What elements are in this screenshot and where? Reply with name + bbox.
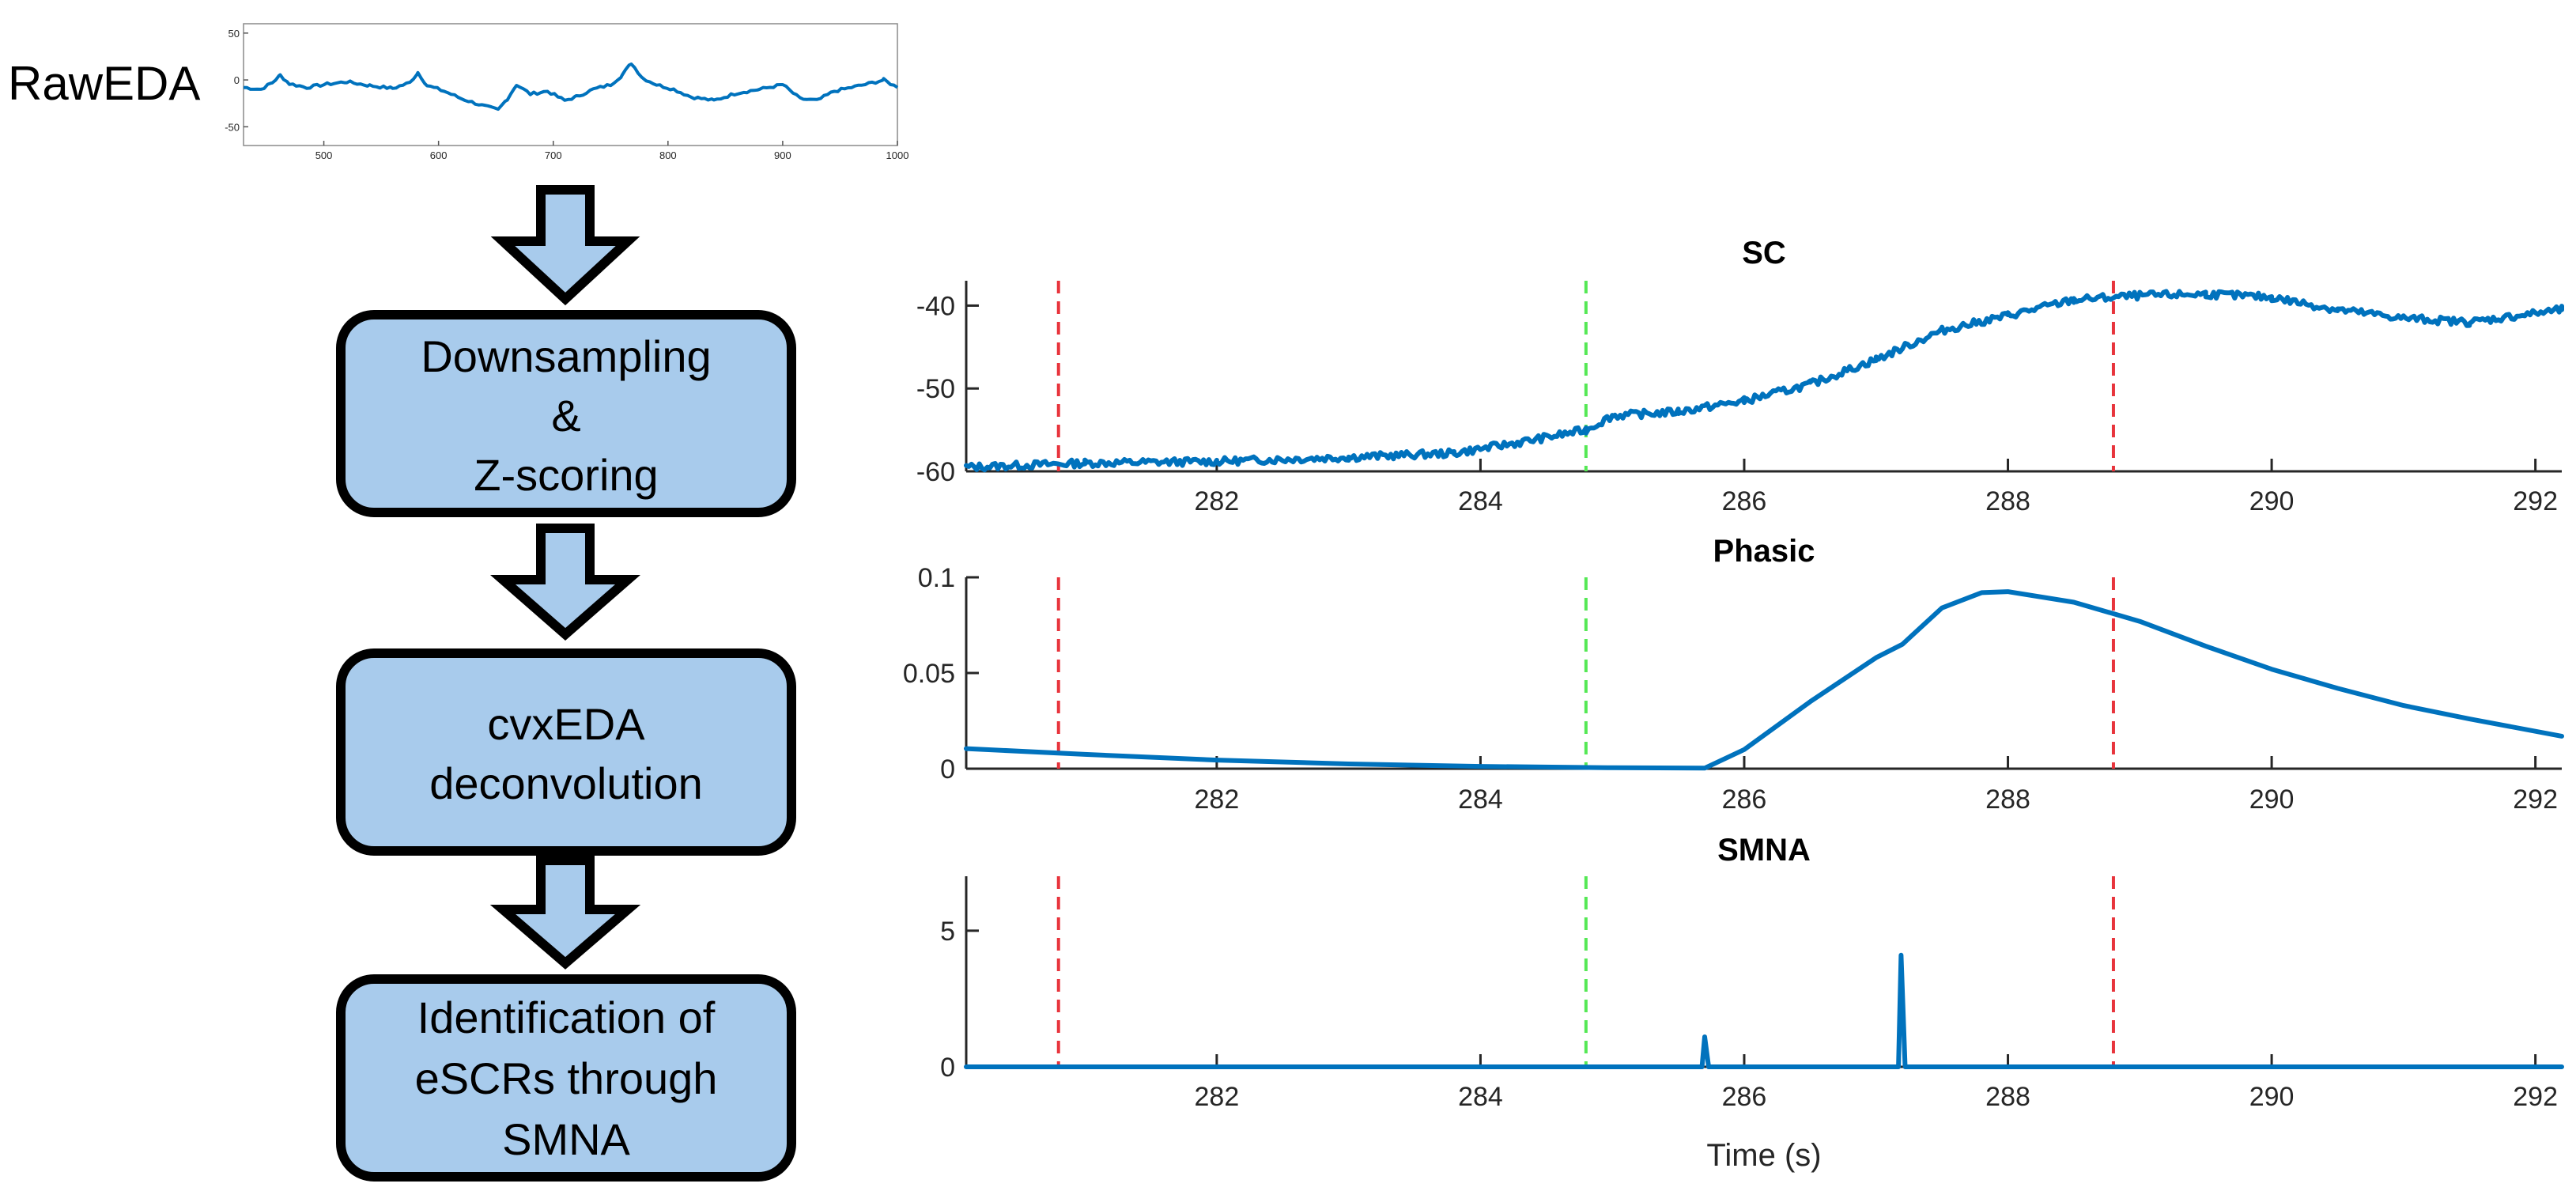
flow-step-cvxeda: cvxEDA deconvolution — [336, 648, 796, 856]
chart-title: SMNA — [1717, 833, 1811, 868]
step-line: cvxEDA — [487, 699, 645, 749]
flow-arrow-2 — [490, 524, 640, 641]
series-line-phasic — [964, 589, 2564, 771]
x-tick-label: 292 — [2513, 486, 2558, 516]
x-tick-label: 288 — [1985, 486, 2030, 516]
y-tick-label: -40 — [916, 291, 955, 321]
x-tick-label: 290 — [2249, 785, 2295, 815]
smna-chart: SMNA 282 284 286 288 290 292 5 0 Time (s) — [940, 833, 2564, 1173]
x-tick-label: 292 — [2513, 785, 2558, 815]
mini-y-tick-label: 0 — [234, 74, 240, 86]
raw-eda-label: RawEDA — [8, 57, 200, 110]
step-line: SMNA — [502, 1114, 630, 1164]
mini-y-tick-label: 50 — [229, 28, 240, 40]
mini-plot-frame — [243, 23, 898, 146]
x-tick-label: 284 — [1458, 1082, 1503, 1112]
step-line: Downsampling — [421, 331, 711, 381]
step-box — [336, 310, 796, 517]
phasic-chart: Phasic 282 284 286 288 290 292 0.1 0.05 0 — [903, 534, 2564, 815]
step-box — [336, 648, 796, 856]
mini-x-tick-label: 500 — [315, 149, 333, 161]
mini-x-tick-label: 700 — [545, 149, 562, 161]
x-tick-label: 286 — [1722, 1082, 1767, 1112]
x-tick-label: 292 — [2513, 1082, 2558, 1112]
mini-x-tick-label: 900 — [774, 149, 791, 161]
x-tick-label: 290 — [2249, 486, 2295, 516]
mini-y-tick-label: -50 — [225, 121, 240, 133]
x-tick-label: 282 — [1195, 1082, 1240, 1112]
mini-x-tick-label: 1000 — [886, 149, 909, 161]
chart-title: Phasic — [1713, 534, 1815, 569]
x-tick-label: 282 — [1195, 785, 1240, 815]
x-tick-label: 284 — [1458, 785, 1503, 815]
mini-x-tick-label: 800 — [659, 149, 677, 161]
x-tick-label: 290 — [2249, 1082, 2295, 1112]
step-line: & — [551, 391, 580, 440]
x-tick-label: 288 — [1985, 1082, 2030, 1112]
y-tick-label: -60 — [916, 457, 955, 487]
y-tick-label: 0.05 — [903, 659, 955, 689]
x-tick-label: 284 — [1458, 486, 1503, 516]
raw-eda-trace — [243, 62, 899, 112]
step-box — [336, 974, 796, 1182]
down-arrow-shape — [489, 856, 641, 970]
flow-step-identification: Identification of eSCRs through SMNA — [336, 974, 796, 1182]
x-tick-label: 288 — [1985, 785, 2030, 815]
step-line: Z-scoring — [474, 450, 658, 500]
step-line: deconvolution — [429, 758, 703, 808]
y-tick-label: 0 — [940, 754, 955, 785]
sc-chart: SC 282 284 286 288 290 292 -40 -50 -60 — [916, 236, 2564, 516]
flow-arrow-3 — [489, 856, 641, 970]
series-line-smna — [964, 952, 2564, 1069]
chart-title: SC — [1742, 236, 1786, 270]
y-tick-label: 0.1 — [918, 563, 955, 593]
x-tick-label: 282 — [1195, 486, 1240, 516]
y-tick-label: -50 — [916, 374, 955, 404]
down-arrow-shape — [490, 185, 640, 306]
flow-step-downsampling: Downsampling & Z-scoring — [336, 310, 796, 517]
x-tick-label: 286 — [1722, 785, 1767, 815]
step-line: eSCRs through — [415, 1053, 718, 1103]
flow-arrow-1 — [490, 185, 640, 306]
mini-x-tick-label: 600 — [430, 149, 448, 161]
x-axis-label: Time (s) — [1706, 1138, 1821, 1173]
y-tick-label: 0 — [940, 1053, 955, 1083]
y-tick-label: 5 — [940, 917, 955, 947]
down-arrow-shape — [490, 524, 640, 641]
series-line-sc — [964, 289, 2564, 473]
step-line: Identification of — [417, 992, 716, 1042]
x-tick-label: 286 — [1722, 486, 1767, 516]
